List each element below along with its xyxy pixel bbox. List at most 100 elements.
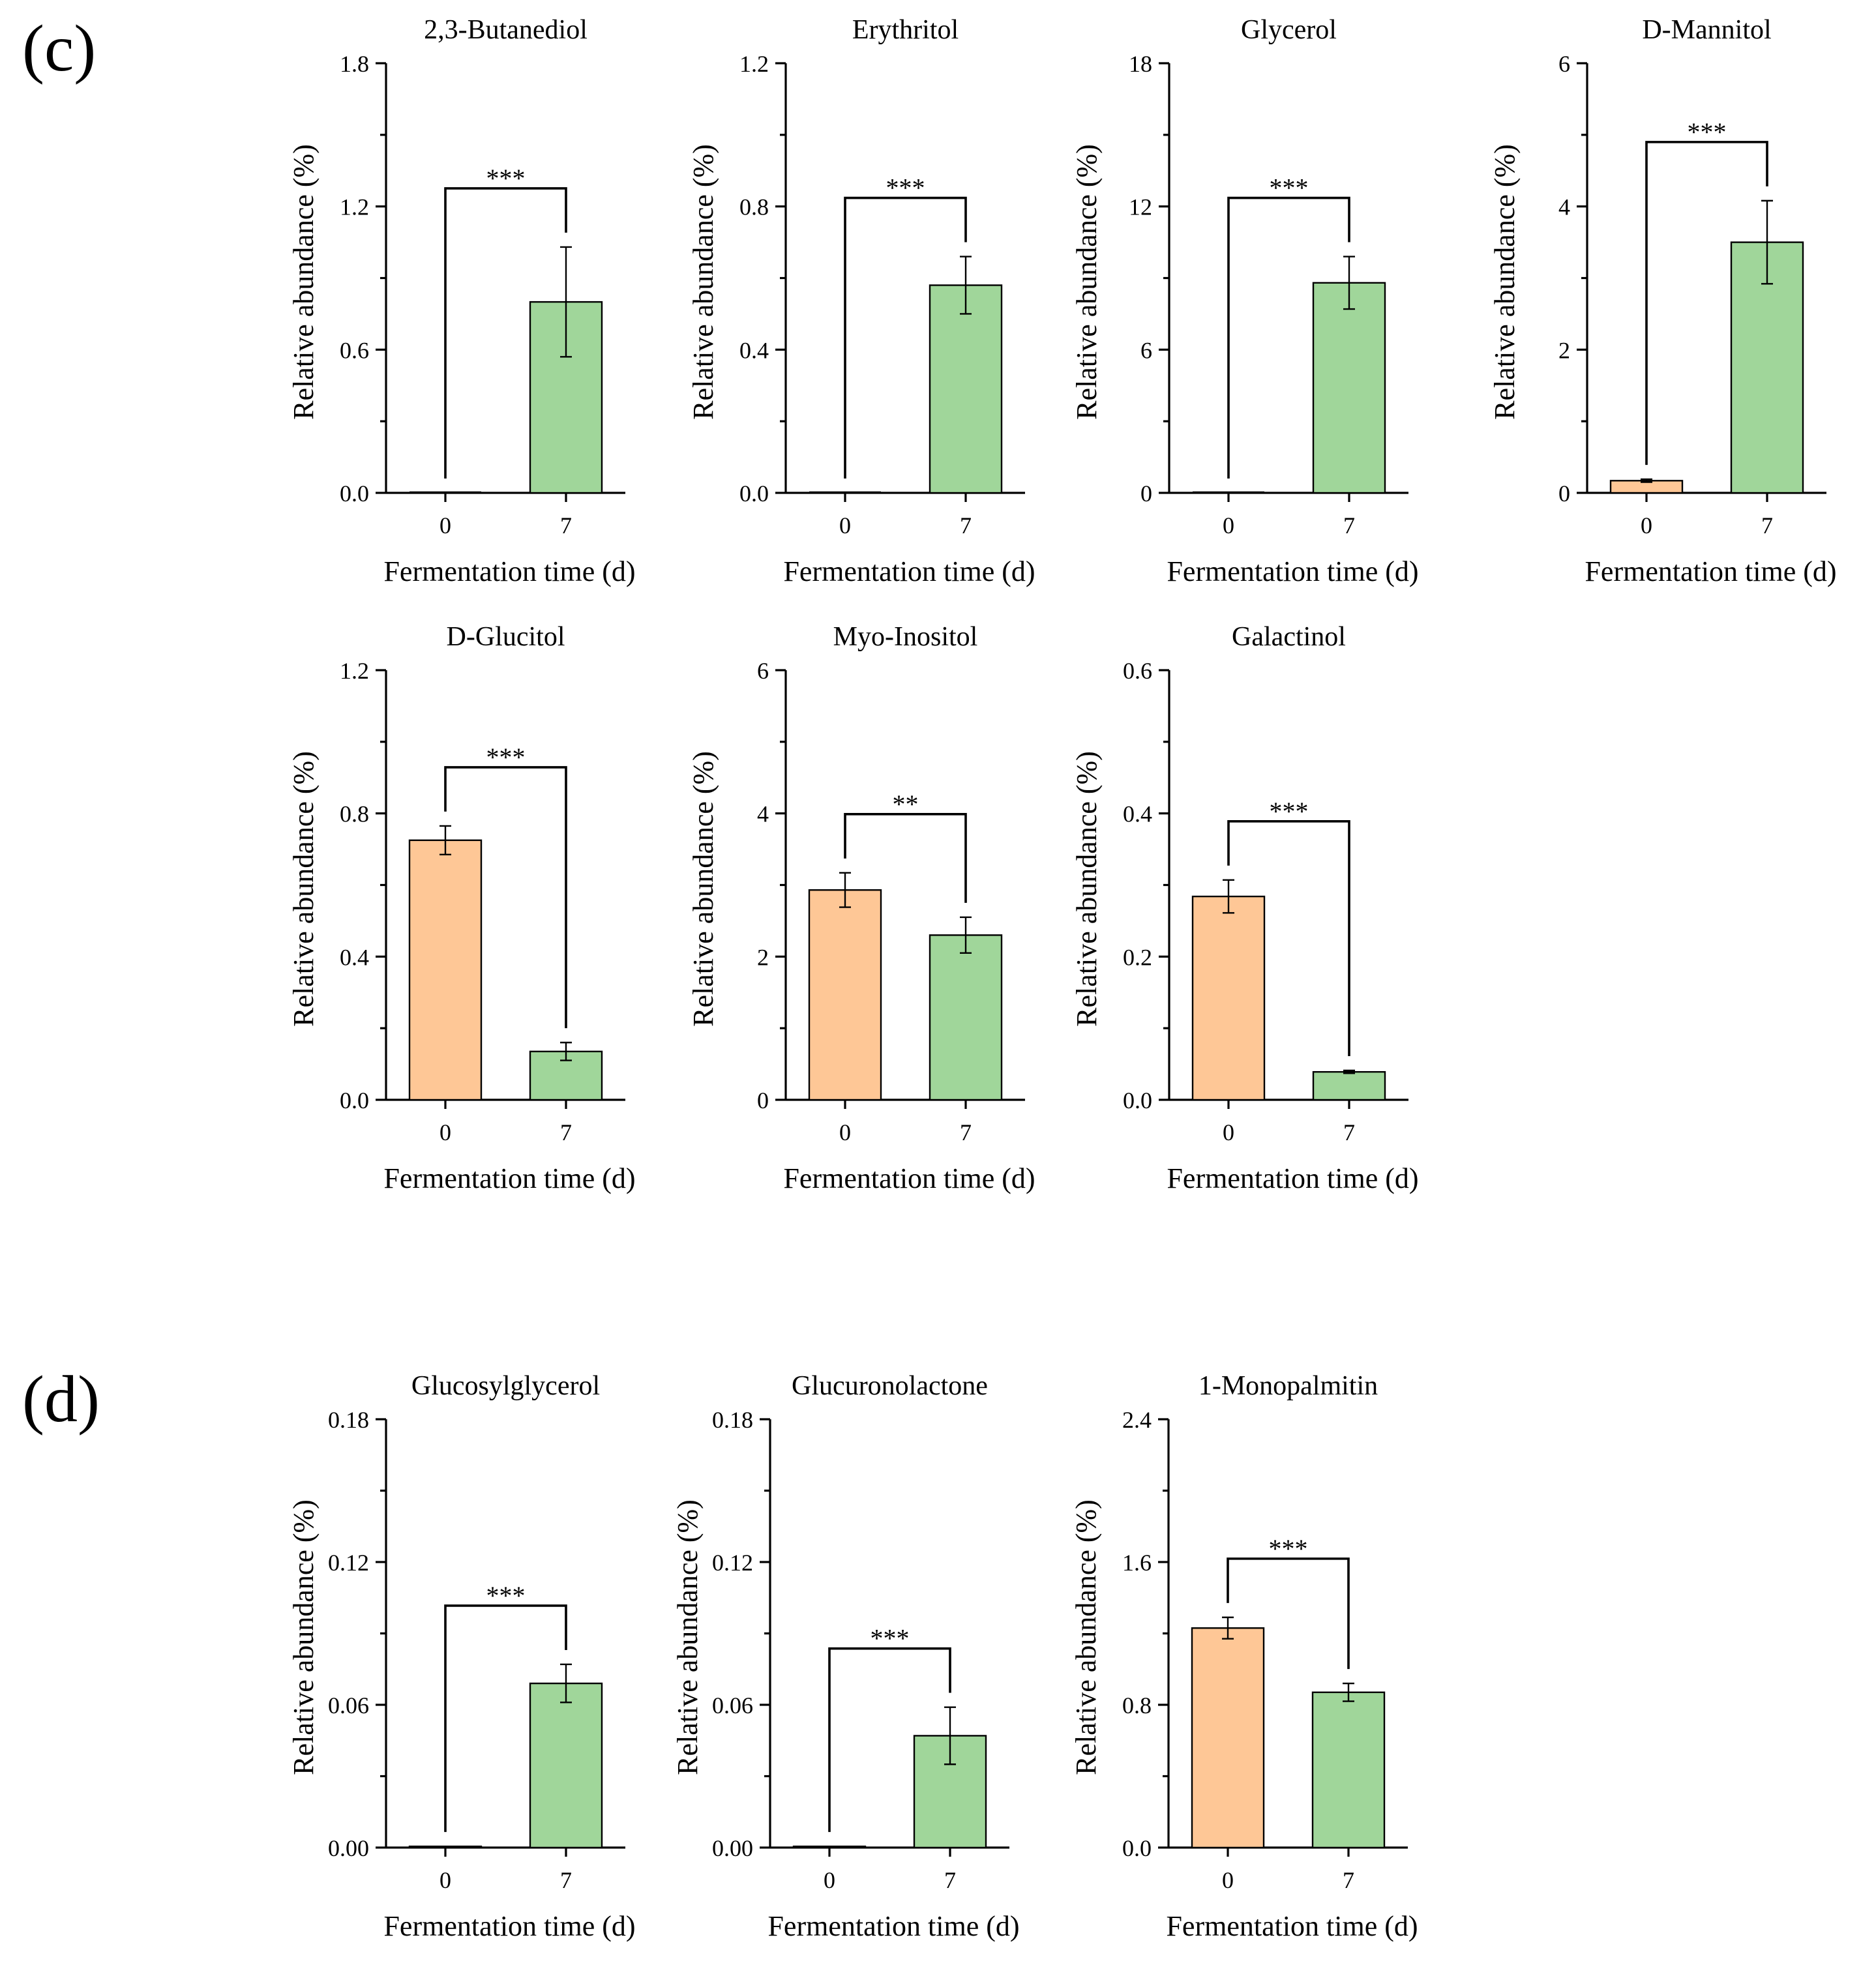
y-tick-label: 0.0 (1123, 1087, 1152, 1113)
y-tick-label: 12 (1129, 194, 1152, 220)
y-tick-label: 0.00 (328, 1835, 369, 1861)
x-tick-label: 0 (1223, 1119, 1234, 1145)
chart-title: Myo-Inositol (833, 622, 978, 652)
y-tick-label: 1.2 (340, 658, 369, 684)
x-tick-label: 7 (1343, 1867, 1354, 1893)
y-tick-label: 0.00 (712, 1835, 753, 1861)
bar-7d (1312, 1070, 1386, 1101)
y-tick-label: 0 (757, 1087, 769, 1113)
y-tick-label: 0 (1558, 480, 1570, 507)
x-axis-label: Fermentation time (d) (383, 1162, 635, 1194)
bar-chart-6: Myo-Inositol 0 2 4 6 0 7 Fermentation time (d) R… (687, 622, 1035, 1194)
bar-chart-1: 2,3-Butanediol 0.0 0.6 1.2 1.8 0 7 Fermentation… (288, 15, 636, 587)
bar-7d (1730, 241, 1804, 494)
significance-bracket (1645, 141, 1768, 465)
y-tick-label: 0.18 (328, 1407, 369, 1433)
y-axis-label: Relative abundance (%) (687, 144, 719, 420)
y-axis-label: Relative abundance (%) (1071, 144, 1103, 420)
y-tick-label: 1.2 (340, 194, 369, 220)
bar-chart-9: Glucuronolactone 0.00 0.06 0.12 0.18 0 7 Fermen… (672, 1371, 1020, 1942)
significance-label: *** (1688, 117, 1727, 147)
y-tick-label: 0.12 (328, 1550, 369, 1576)
chart-title: Erythritol (852, 15, 959, 45)
bar-7d (1312, 282, 1386, 494)
chart-title: D-Mannitol (1642, 15, 1771, 45)
y-axis-label: Relative abundance (%) (1070, 1499, 1102, 1775)
y-tick-label: 2 (1558, 337, 1570, 363)
y-tick-label: 0.2 (1123, 944, 1152, 970)
chart-title: Glucuronolactone (792, 1371, 988, 1401)
y-axis-label: Relative abundance (%) (687, 751, 719, 1027)
y-tick-label: 0.06 (712, 1692, 753, 1718)
x-axis-label: Fermentation time (d) (1166, 1910, 1418, 1942)
y-tick-label: 0.8 (739, 194, 769, 220)
bar-chart-7: Galactinol 0.0 0.2 0.4 0.6 0 7 Fermentation tim… (1071, 622, 1419, 1194)
y-axis-label: Relative abundance (%) (1071, 751, 1103, 1027)
bar-chart-2: Erythritol 0.0 0.4 0.8 1.2 0 7 Fermentation tim… (687, 15, 1035, 587)
significance-bracket (444, 1604, 567, 1833)
y-tick-label: 0.8 (1122, 1692, 1152, 1718)
significance-bracket (1227, 820, 1350, 1056)
y-tick-label: 4 (1558, 194, 1570, 220)
x-axis-label: Fermentation time (d) (1585, 555, 1836, 587)
significance-label: *** (1269, 1534, 1308, 1563)
bar-chart-8: Glucosylglycerol 0.00 0.06 0.12 0.18 0 7 Fermen… (288, 1371, 636, 1942)
bar-7d (1311, 1691, 1386, 1849)
significance-label: *** (1270, 797, 1309, 826)
chart-title: 1-Monopalmitin (1199, 1371, 1378, 1401)
chart-title: Galactinol (1232, 622, 1346, 652)
y-tick-label: 1.6 (1122, 1550, 1152, 1576)
y-axis-label: Relative abundance (%) (288, 751, 320, 1027)
x-axis-label: Fermentation time (d) (1167, 555, 1418, 587)
significance-bracket (444, 187, 567, 479)
y-tick-label: 0.06 (328, 1692, 369, 1718)
x-tick-label: 0 (1223, 512, 1234, 538)
x-tick-label: 0 (439, 1119, 451, 1145)
x-axis-label: Fermentation time (d) (767, 1910, 1019, 1942)
x-tick-label: 7 (960, 1119, 972, 1145)
bar-0d (808, 889, 882, 1101)
x-tick-label: 7 (944, 1867, 956, 1893)
y-tick-label: 6 (757, 658, 769, 684)
bar-7d (529, 1682, 603, 1849)
significance-label: *** (486, 164, 526, 193)
x-tick-label: 0 (1641, 512, 1652, 538)
bar-0d (792, 1845, 867, 1849)
chart-title: D-Glucitol (447, 622, 565, 652)
y-tick-label: 0.8 (340, 801, 369, 827)
x-axis-label: Fermentation time (d) (1167, 1162, 1418, 1194)
y-axis-label: Relative abundance (%) (1489, 144, 1521, 420)
y-tick-label: 0.12 (712, 1550, 753, 1576)
significance-label: *** (486, 743, 526, 772)
y-tick-label: 0.0 (1122, 1835, 1152, 1861)
y-tick-label: 18 (1129, 51, 1152, 77)
x-axis-label: Fermentation time (d) (783, 1162, 1035, 1194)
bar-0d (408, 839, 483, 1101)
y-tick-label: 1.2 (739, 51, 769, 77)
x-axis-label: Fermentation time (d) (783, 555, 1035, 587)
y-tick-label: 0.4 (340, 944, 369, 970)
y-tick-label: 0.6 (340, 337, 369, 363)
significance-bracket (444, 766, 567, 1029)
significance-bracket (1227, 1557, 1350, 1670)
y-tick-label: 0.0 (340, 1087, 369, 1113)
y-tick-label: 1.8 (340, 51, 369, 77)
y-tick-label: 0.0 (340, 480, 369, 507)
y-tick-label: 0.0 (739, 480, 769, 507)
x-tick-label: 0 (439, 1867, 451, 1893)
bar-0d (408, 1845, 483, 1849)
y-tick-label: 2 (757, 944, 769, 970)
y-tick-label: 4 (757, 801, 769, 827)
chart-title: 2,3-Butanediol (424, 15, 588, 45)
significance-label: *** (886, 173, 925, 203)
significance-label: ** (893, 789, 919, 819)
bar-chart-10: 1-Monopalmitin 0.0 0.8 1.6 2.4 0 7 Fermentation… (1070, 1371, 1418, 1942)
bar-7d (929, 284, 1003, 494)
charts-container: 2,3-Butanediol 0.0 0.6 1.2 1.8 0 7 Fermentation… (288, 15, 1837, 1942)
x-tick-label: 7 (1343, 1119, 1355, 1145)
panel-label-c: (c) (22, 12, 96, 85)
y-axis-label: Relative abundance (%) (288, 144, 320, 420)
x-tick-label: 7 (1343, 512, 1355, 538)
y-tick-label: 6 (1558, 51, 1570, 77)
